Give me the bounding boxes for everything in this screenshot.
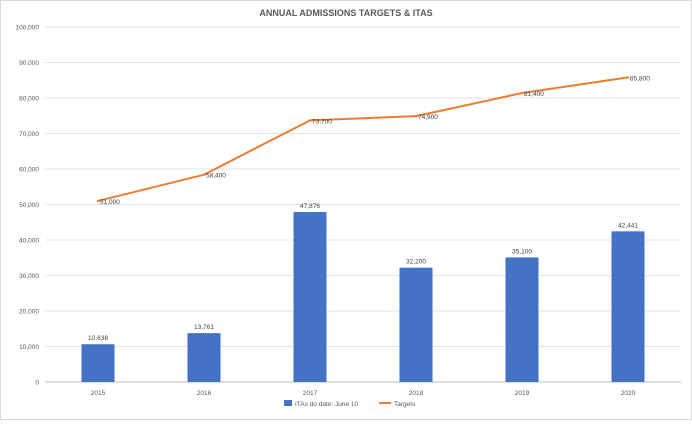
x-tick-label: 2019 <box>515 390 530 397</box>
bar <box>505 257 539 382</box>
y-tick-label: 90,000 <box>19 60 39 67</box>
y-tick-label: 100,000 <box>16 25 40 32</box>
y-tick-label: 70,000 <box>19 131 39 138</box>
bar-series: 10,638 13,761 47,876 32,200 35,100 42,441 <box>81 203 645 382</box>
y-tick-label: 60,000 <box>19 167 39 174</box>
line-point <box>308 119 312 122</box>
bar-data-label: 42,441 <box>618 222 638 229</box>
bar-data-label: 10,638 <box>88 335 108 342</box>
y-tick-label: 10,000 <box>19 344 39 351</box>
y-tick-label: 30,000 <box>19 273 39 280</box>
y-tick-label: 40,000 <box>19 238 39 245</box>
bar-data-label: 32,200 <box>406 259 426 266</box>
y-tick-label: 20,000 <box>19 309 39 316</box>
y-axis: 0 10,000 20,000 30,000 40,000 50,000 60,000 70,… <box>16 25 40 387</box>
line-series: 51,000 58,400 73,700 74,900 81,400 85,800 <box>96 75 650 206</box>
line-data-label: 73,700 <box>312 118 332 125</box>
y-tick-label: 50,000 <box>19 202 39 209</box>
y-tick-label: 0 <box>35 380 39 387</box>
line-data-label: 74,900 <box>418 114 438 121</box>
legend-swatch-itas <box>284 400 292 406</box>
line-data-label: 58,400 <box>206 173 226 180</box>
x-tick-label: 2020 <box>621 390 636 397</box>
line-point <box>626 76 630 79</box>
legend-label-itas: ITAs do date: June 10 <box>295 401 358 408</box>
line-data-label: 81,400 <box>524 91 544 98</box>
x-tick-label: 2018 <box>409 390 424 397</box>
bar <box>81 344 115 382</box>
line-data-label: 51,000 <box>100 199 120 206</box>
grid-lines <box>45 26 681 383</box>
bar-data-label: 13,761 <box>194 324 214 331</box>
x-tick-label: 2015 <box>91 390 106 397</box>
line-point <box>414 114 418 118</box>
legend-label-targets: Targets <box>394 401 416 408</box>
line-point <box>202 173 206 176</box>
line-point <box>520 91 524 95</box>
bar <box>399 267 433 382</box>
line-point <box>96 199 100 203</box>
line-data-label: 85,800 <box>630 75 650 82</box>
bar-data-label: 47,876 <box>300 203 320 210</box>
bar <box>187 333 221 382</box>
chart-title: ANNUAL ADMISSIONS TARGETS & ITAS <box>259 8 432 18</box>
x-tick-label: 2016 <box>197 390 212 397</box>
legend: ITAs do date: June 10 Targets <box>284 400 416 408</box>
x-tick-label: 2017 <box>303 390 318 397</box>
bar <box>293 212 327 382</box>
bar <box>611 231 645 382</box>
targets-line <box>97 76 629 202</box>
y-tick-label: 80,000 <box>19 96 39 103</box>
bar-data-label: 35,100 <box>512 248 532 255</box>
x-axis: 2015 2016 2017 2018 2019 2020 <box>91 390 636 397</box>
